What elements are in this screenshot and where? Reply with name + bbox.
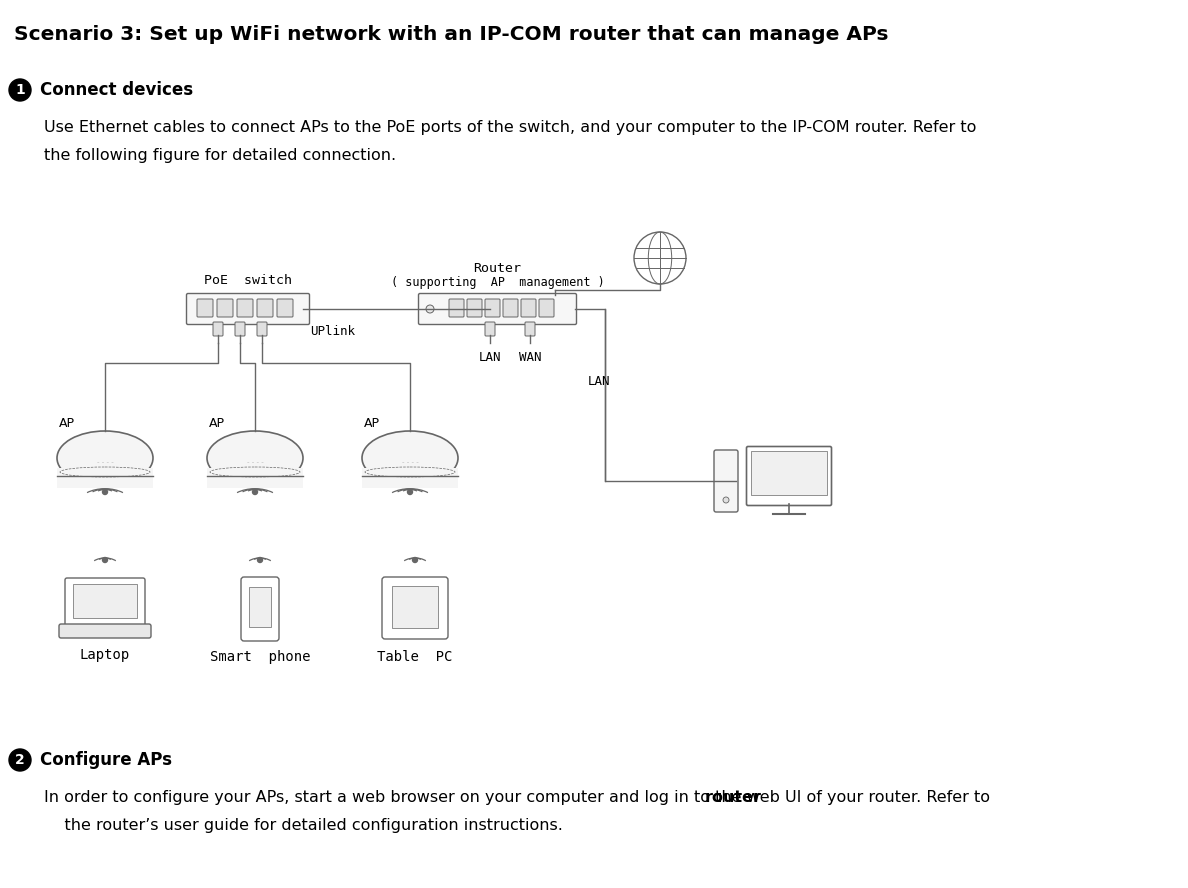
FancyBboxPatch shape (485, 322, 495, 336)
FancyBboxPatch shape (751, 451, 827, 495)
Text: Configure APs: Configure APs (40, 751, 172, 769)
FancyBboxPatch shape (539, 299, 554, 317)
Text: AP: AP (364, 417, 380, 430)
FancyBboxPatch shape (187, 294, 310, 324)
Text: 2: 2 (15, 753, 25, 767)
Circle shape (426, 305, 434, 313)
Circle shape (253, 489, 258, 495)
Text: AP: AP (59, 417, 75, 430)
Text: Scenario 3: Set up WiFi network with an IP-COM router that can manage APs: Scenario 3: Set up WiFi network with an … (14, 25, 889, 44)
FancyBboxPatch shape (467, 299, 482, 317)
Text: - - - -: - - - - (247, 459, 264, 465)
Text: ( supporting  AP  management ): ( supporting AP management ) (391, 276, 605, 289)
FancyBboxPatch shape (235, 322, 245, 336)
FancyBboxPatch shape (207, 468, 303, 488)
FancyBboxPatch shape (236, 299, 253, 317)
FancyBboxPatch shape (362, 468, 459, 488)
FancyBboxPatch shape (72, 584, 137, 618)
Text: LAN: LAN (588, 375, 611, 388)
FancyBboxPatch shape (249, 587, 271, 627)
Text: - - - -: - - - - (96, 459, 113, 465)
FancyBboxPatch shape (257, 299, 273, 317)
FancyBboxPatch shape (59, 624, 151, 638)
Text: In order to configure your APs, start a web browser on your computer and log in : In order to configure your APs, start a … (44, 790, 990, 805)
Text: PoE  switch: PoE switch (204, 274, 292, 287)
Text: 1: 1 (15, 83, 25, 97)
Circle shape (102, 558, 107, 562)
Circle shape (258, 558, 263, 562)
FancyBboxPatch shape (746, 447, 832, 505)
Text: Router: Router (474, 262, 522, 275)
Circle shape (102, 489, 107, 495)
Circle shape (634, 232, 685, 284)
Text: Laptop: Laptop (80, 648, 131, 662)
FancyBboxPatch shape (241, 577, 279, 641)
Text: LAN: LAN (479, 351, 501, 364)
FancyBboxPatch shape (257, 322, 267, 336)
Text: WAN: WAN (519, 351, 542, 364)
FancyBboxPatch shape (197, 299, 213, 317)
Text: Smart  phone: Smart phone (210, 650, 310, 664)
Text: - - - -: - - - - (402, 459, 418, 465)
Text: AP: AP (209, 417, 225, 430)
Circle shape (10, 79, 31, 101)
Circle shape (412, 558, 417, 562)
FancyBboxPatch shape (449, 299, 465, 317)
Text: the following figure for detailed connection.: the following figure for detailed connec… (44, 148, 396, 163)
FancyBboxPatch shape (714, 450, 738, 512)
FancyBboxPatch shape (65, 578, 145, 628)
Ellipse shape (362, 431, 459, 485)
FancyBboxPatch shape (522, 299, 536, 317)
FancyBboxPatch shape (277, 299, 293, 317)
FancyBboxPatch shape (418, 294, 576, 324)
Text: Connect devices: Connect devices (40, 81, 194, 99)
FancyBboxPatch shape (392, 586, 438, 628)
Circle shape (723, 497, 729, 503)
FancyBboxPatch shape (57, 468, 153, 488)
FancyBboxPatch shape (217, 299, 233, 317)
Circle shape (10, 749, 31, 771)
Text: the router’s user guide for detailed configuration instructions.: the router’s user guide for detailed con… (44, 818, 563, 833)
Text: router: router (704, 790, 762, 805)
FancyBboxPatch shape (525, 322, 535, 336)
Ellipse shape (207, 431, 303, 485)
FancyBboxPatch shape (485, 299, 500, 317)
FancyBboxPatch shape (383, 577, 448, 639)
FancyBboxPatch shape (213, 322, 223, 336)
Text: UPlink: UPlink (310, 324, 355, 337)
Ellipse shape (57, 431, 153, 485)
Circle shape (407, 489, 412, 495)
FancyBboxPatch shape (503, 299, 518, 317)
Text: Use Ethernet cables to connect APs to the PoE ports of the switch, and your comp: Use Ethernet cables to connect APs to th… (44, 120, 977, 135)
Text: Table  PC: Table PC (378, 650, 453, 664)
